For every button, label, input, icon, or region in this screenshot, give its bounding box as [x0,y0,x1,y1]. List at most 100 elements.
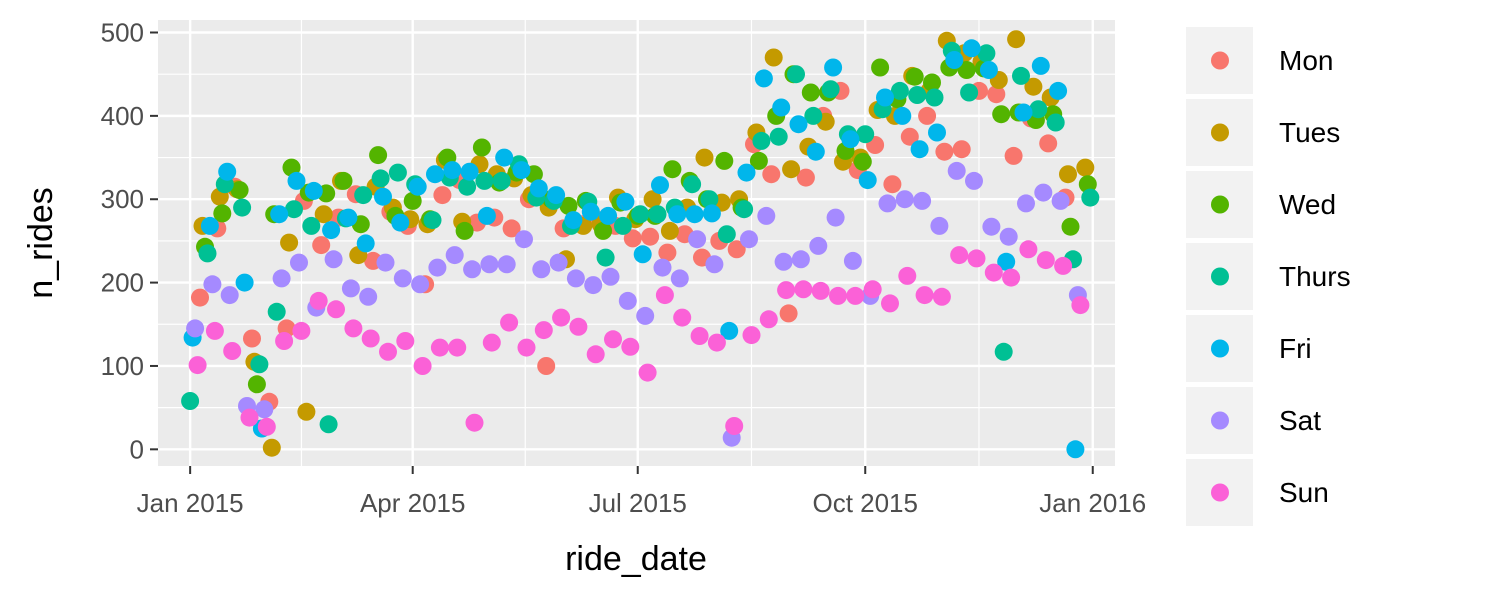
data-point [312,236,331,255]
data-point [725,417,744,435]
data-point [465,413,484,432]
data-point [794,280,813,299]
legend-item-tues: Tues [1186,99,1340,166]
data-point [257,417,276,436]
data-point [374,187,392,206]
data-point [1031,56,1050,75]
data-point [915,286,934,305]
data-point [945,51,964,69]
data-point [707,333,726,352]
data-point [181,392,200,410]
data-point [218,162,237,181]
data-point [960,83,979,102]
data-point [789,115,808,134]
data-point [715,151,734,170]
data-point [1004,146,1023,165]
data-point [997,252,1016,271]
data-point [777,281,796,300]
data-point [641,227,660,246]
data-point [1007,30,1026,49]
data-point [515,230,533,249]
data-point [1054,256,1073,275]
data-point [779,304,798,323]
data-point [584,276,603,295]
data-point [1029,100,1048,119]
data-point [1014,103,1033,122]
data-point [883,175,902,194]
data-point [423,211,442,230]
data-point [670,269,689,288]
data-point [213,204,232,223]
data-point [354,186,373,205]
data-point [413,357,432,375]
legend-marker [1211,123,1229,142]
data-point [233,198,252,217]
data-point [910,140,929,159]
data-point [186,319,205,338]
data-point [878,194,897,213]
data-point [1036,251,1055,270]
data-point [1024,77,1043,96]
data-point [552,308,571,327]
data-point [604,330,622,349]
data-point [796,168,815,187]
data-point [339,208,358,227]
x-tick-label: Jan 2016 [1039,488,1146,518]
data-point [388,163,407,182]
data-point [369,146,388,165]
data-point [534,321,553,340]
data-point [702,204,721,223]
data-point [881,294,899,313]
data-point [564,211,583,230]
data-point [285,200,303,219]
data-point [930,216,949,235]
data-point [752,131,771,150]
data-point [497,255,516,274]
data-point [826,208,845,227]
data-point [846,286,865,305]
data-point [967,249,986,268]
data-point [430,338,449,357]
data-point [655,286,674,305]
data-point [359,287,378,306]
data-point [391,213,410,232]
data-point [740,230,758,249]
data-point [913,191,932,210]
data-point [762,165,781,184]
data-point [1017,194,1035,213]
data-point [772,98,791,117]
data-point [371,169,390,188]
data-point [492,171,511,190]
data-point [965,171,983,190]
data-point [824,58,843,77]
data-point [717,225,736,244]
y-tick-label: 0 [130,434,144,464]
data-point [599,206,618,225]
data-point [376,253,395,272]
data-point [203,275,222,294]
data-point [633,245,652,264]
data-point [982,217,1001,236]
data-point [685,205,704,224]
data-point [749,151,768,170]
data-point [517,338,536,357]
data-point [240,408,259,427]
y-tick-label: 300 [101,184,144,214]
x-axis: Jan 2015 Apr 2015 Jul 2015 Oct 2015 Jan 2016 [137,466,1146,518]
data-point [690,327,709,345]
data-point [356,234,375,253]
data-point [581,202,600,221]
data-point [908,86,927,104]
data-point [871,58,890,77]
legend-label: Tues [1279,117,1340,148]
data-point [472,138,491,157]
data-point [243,329,261,348]
series-fri [183,39,1085,459]
data-point [205,321,224,340]
data-point [482,333,501,352]
legend-marker [1211,267,1229,286]
data-point [200,216,219,235]
y-axis-title: n_rides [22,187,60,299]
data-point [928,123,946,142]
